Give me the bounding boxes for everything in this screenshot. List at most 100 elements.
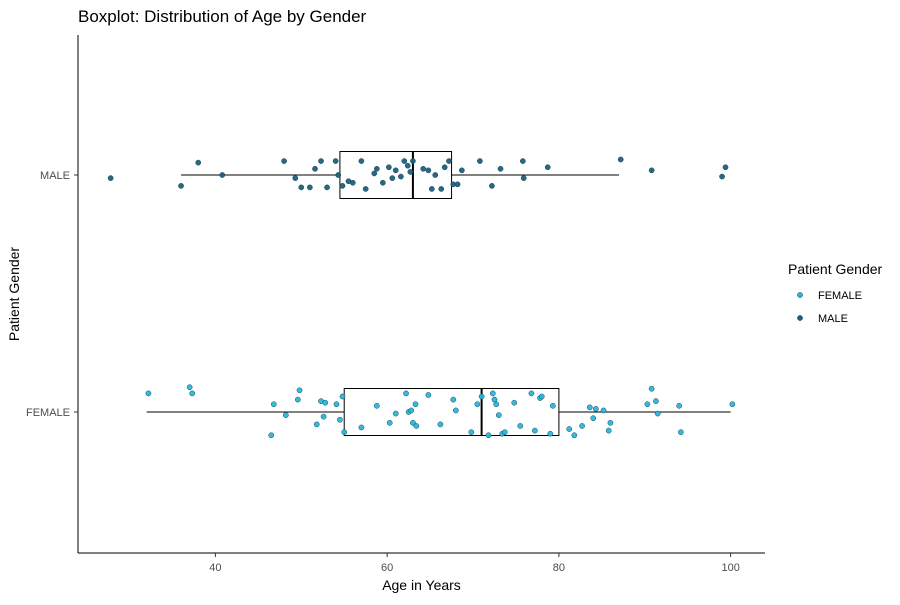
data-point [186,384,193,391]
data-point [195,159,202,166]
data-point [386,420,393,426]
data-point [373,165,380,172]
data-point [459,167,465,174]
data-point [333,401,340,408]
data-point [605,427,612,434]
data-point [547,430,554,437]
boxplot-female [146,388,731,436]
data-point [349,179,356,186]
x-tick-label: 100 [721,562,739,574]
legend-key-female [797,292,803,298]
y-tick-label: FEMALE [26,407,70,419]
data-point [339,183,346,189]
data-point [410,158,416,164]
data-point [282,412,289,418]
data-point [425,392,432,398]
data-point [528,390,535,397]
legend: Patient Gender FEMALE MALE [788,261,883,325]
data-point [412,401,419,408]
data-point [322,399,329,406]
data-point [719,173,725,180]
data-point [401,158,408,164]
data-point [341,429,348,435]
data-point [307,184,313,191]
y-axis-title: Patient Gender [6,247,22,342]
x-tick-label: 40 [209,562,221,574]
box-female [343,388,560,436]
data-point [644,401,651,408]
data-point [320,413,327,420]
data-point [292,175,299,181]
data-point [312,165,318,172]
y-tick-label: MALE [40,170,70,182]
data-point [386,164,392,171]
data-point [571,432,578,439]
data-point [520,175,527,181]
data-point [468,429,475,435]
data-point [392,410,399,417]
data-point [519,158,526,164]
data-point [617,156,624,163]
data-point [189,390,196,397]
data-point [489,183,495,189]
data-point [219,172,226,178]
x-tick-label: 60 [381,562,393,574]
data-point [478,393,485,400]
data-point [493,401,500,408]
legend-key-male [797,315,803,321]
data-point [538,393,545,400]
data-point [425,167,432,174]
data-point [337,416,343,423]
data-point [453,407,459,414]
data-point [450,396,457,403]
legend-label-male: MALE [818,313,848,325]
legend-label-female: FEMALE [818,290,862,302]
data-point [398,173,404,180]
data-point [648,385,655,392]
x-axis-ticks: 40 60 80 100 [209,553,740,574]
x-tick-label: 80 [553,562,565,574]
data-point [511,399,518,406]
data-point [392,167,399,174]
data-point [178,183,184,189]
data-point [432,172,439,178]
data-point [654,410,661,417]
data-point [404,162,411,169]
data-point [607,420,614,426]
data-point [532,427,538,434]
data-point [579,423,585,429]
data-point [107,175,114,181]
data-point [268,432,275,439]
data-point [437,421,444,428]
data-point [474,401,481,408]
data-point [420,165,427,172]
x-axis-title: Age in Years [382,577,461,593]
data-point [485,432,492,439]
data-point [389,175,396,181]
data-point [477,158,483,164]
points-female [145,384,736,439]
data-point [550,402,556,409]
data-point [722,164,729,171]
data-point [270,401,277,408]
data-point [408,407,415,414]
data-point [586,404,593,411]
data-point [438,186,445,192]
data-point [677,429,684,435]
data-point [358,424,365,431]
data-point [380,179,386,186]
data-point [145,390,152,397]
data-point [648,167,655,174]
data-point [446,158,452,164]
data-point [332,158,339,164]
y-axis-ticks: FEMALE MALE [26,170,78,419]
legend-title: Patient Gender [788,261,883,277]
data-point [544,164,551,171]
data-point [676,402,682,409]
data-point [441,164,448,171]
data-point [371,170,378,177]
data-point [362,186,369,192]
data-point [294,396,301,403]
